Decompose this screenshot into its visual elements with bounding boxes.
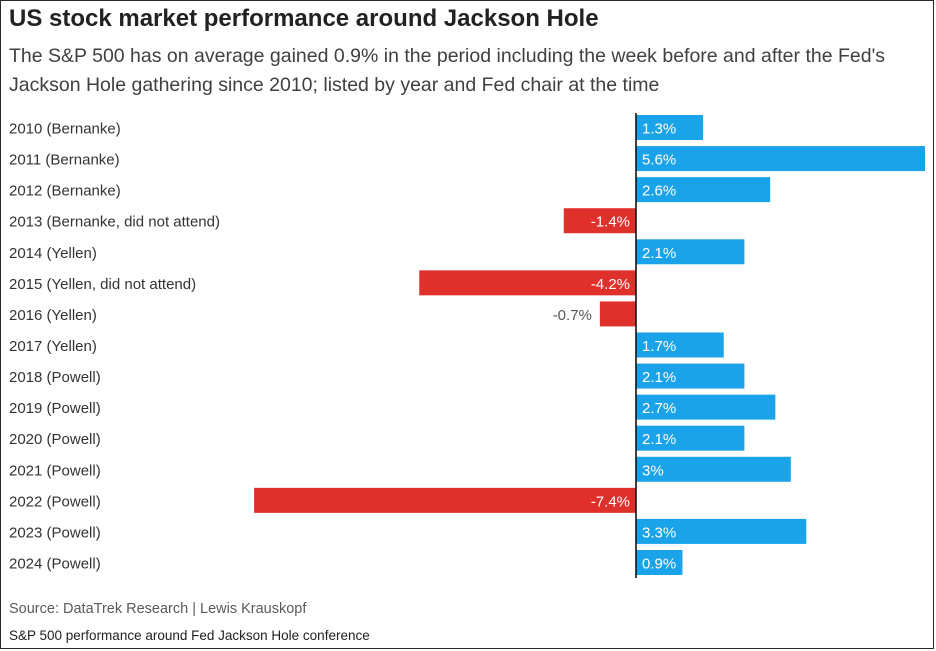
- category-label: 2014 (Yellen): [9, 245, 97, 262]
- data-label: -0.7%: [553, 307, 592, 324]
- data-label: 2.6%: [642, 183, 676, 200]
- chart-title: US stock market performance around Jacks…: [9, 5, 599, 32]
- category-label: 2022 (Powell): [9, 493, 101, 510]
- category-label: 2013 (Bernanke, did not attend): [9, 214, 220, 231]
- category-label: 2020 (Powell): [9, 431, 101, 448]
- bar: [636, 394, 776, 420]
- data-label: -4.2%: [591, 276, 630, 293]
- chart-caption: S&P 500 performance around Fed Jackson H…: [9, 628, 370, 643]
- bar: [599, 301, 636, 327]
- data-label: 0.9%: [642, 555, 676, 572]
- category-label: 2023 (Powell): [9, 524, 101, 541]
- source-note: Source: DataTrek Research | Lewis Krausk…: [9, 601, 307, 617]
- category-label: 2012 (Bernanke): [9, 183, 121, 200]
- bar: [563, 208, 636, 234]
- bar: [254, 487, 636, 513]
- category-label: 2010 (Bernanke): [9, 121, 121, 138]
- bar: [636, 115, 704, 140]
- category-label: 2015 (Yellen, did not attend): [9, 276, 196, 293]
- data-label: -7.4%: [591, 493, 630, 510]
- bar: [636, 456, 791, 482]
- category-label: 2011 (Bernanke): [9, 152, 120, 169]
- bar: [636, 518, 807, 544]
- data-label: 2.1%: [642, 245, 676, 262]
- category-label: 2017 (Yellen): [9, 338, 97, 355]
- bar: [419, 270, 636, 296]
- bar: [636, 425, 745, 451]
- category-label: 2016 (Yellen): [9, 307, 97, 324]
- data-label: 3.3%: [642, 524, 676, 541]
- data-label: 2.1%: [642, 369, 676, 386]
- bar: [636, 363, 745, 389]
- bar: [636, 146, 925, 172]
- data-label: 3%: [642, 462, 664, 479]
- data-label: 2.7%: [642, 400, 676, 417]
- category-label: 2021 (Powell): [9, 462, 101, 479]
- category-label: 2018 (Powell): [9, 369, 101, 386]
- category-label: 2024 (Powell): [9, 555, 101, 572]
- bar-chart: 2010 (Bernanke) 1.3% 2011 (Bernanke) 5.6% 20…: [9, 113, 925, 578]
- bar: [636, 177, 771, 203]
- data-label: 1.7%: [642, 338, 676, 355]
- data-label: 5.6%: [642, 152, 676, 169]
- chart-subtitle: The S&P 500 has on average gained 0.9% i…: [9, 45, 886, 96]
- bar: [636, 549, 683, 575]
- bar: [636, 239, 745, 265]
- data-label: 2.1%: [642, 431, 676, 448]
- bar: [636, 332, 724, 358]
- data-label: 1.3%: [642, 121, 676, 138]
- category-label: 2019 (Powell): [9, 400, 101, 417]
- data-label: -1.4%: [591, 214, 630, 231]
